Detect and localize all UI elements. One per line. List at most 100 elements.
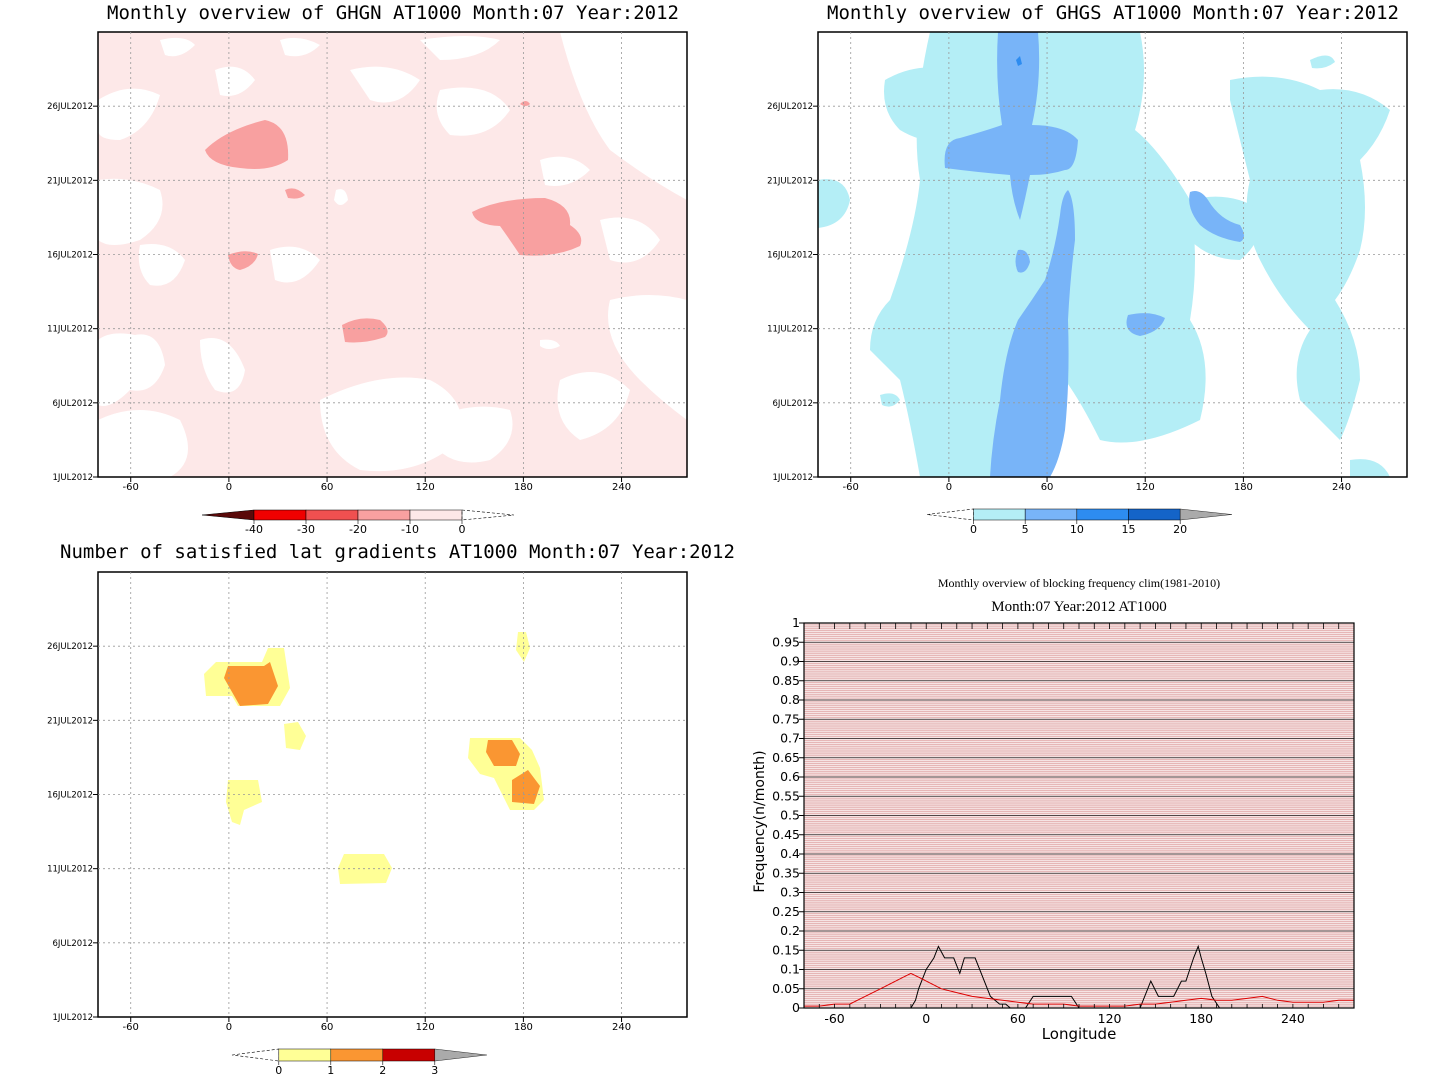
satisfied-title: Number of satisfied lat gradients AT1000… bbox=[60, 541, 735, 563]
ghgs-cb-box bbox=[1076, 508, 1129, 521]
ghgn-cb-label: -10 bbox=[401, 523, 419, 536]
blocking-ytick-label: 0.85 bbox=[772, 673, 800, 688]
ghgn-cb-label: -30 bbox=[297, 523, 315, 536]
blocking-ylabel: Frequency(n/month) bbox=[752, 750, 768, 892]
satisfied-cb-label: 0 bbox=[275, 1064, 282, 1077]
satisfied-axes: -60 0 60 120 180 240 1JUL2012 6JUL2012 11JUL2012… bbox=[47, 642, 631, 1033]
satisfied-cb-tri-high bbox=[434, 1048, 487, 1062]
ghgs-ten-to-fifteen-regions bbox=[1016, 56, 1022, 66]
ghgs-ytick-label: 6JUL2012 bbox=[772, 399, 813, 409]
satisfied-ytick-label: 26JUL2012 bbox=[47, 642, 93, 652]
blocking-ytick-label: 0.8 bbox=[780, 692, 800, 707]
blocking-ytick-label: 0.65 bbox=[772, 750, 800, 765]
satisfied-cb-box bbox=[382, 1048, 436, 1062]
blocking-xtick-label: 120 bbox=[1098, 1011, 1122, 1026]
satisfied-one-to-two-regions bbox=[224, 662, 540, 804]
ghgs-grid bbox=[818, 32, 1407, 477]
ghgs-cb-label: 15 bbox=[1122, 523, 1136, 536]
ghgn-cb-box bbox=[357, 509, 411, 521]
blocking-xtick-label: -60 bbox=[824, 1011, 844, 1026]
satisfied-ytick-label: 6JUL2012 bbox=[52, 939, 93, 949]
ghgn-cb-label: 0 bbox=[459, 523, 466, 536]
satisfied-cb-label: 2 bbox=[379, 1064, 386, 1077]
ghgs-ytick-label: 11JUL2012 bbox=[767, 325, 813, 335]
ghgn-cb-label: -20 bbox=[349, 523, 367, 536]
blocking-ytick-label: 0.5 bbox=[780, 808, 800, 823]
ghgs-colorbar: 0 5 10 15 20 bbox=[926, 508, 1232, 536]
blocking-xtick-label: 180 bbox=[1189, 1011, 1213, 1026]
ghgn-cb-tri-high bbox=[461, 509, 515, 521]
blocking-ytick-label: 1 bbox=[792, 615, 800, 630]
ghgs-cb-label: 10 bbox=[1070, 523, 1084, 536]
ghgn-ytick-label: 11JUL2012 bbox=[47, 325, 93, 335]
satisfied-ytick-label: 16JUL2012 bbox=[47, 791, 93, 801]
satisfied-xtick-label: 120 bbox=[416, 1022, 435, 1033]
ghgn-xtick-label: 120 bbox=[416, 482, 435, 493]
satisfied-xtick-label: 180 bbox=[514, 1022, 533, 1033]
ghgs-cb-label: 20 bbox=[1173, 523, 1187, 536]
ghgn-xtick-label: 60 bbox=[321, 482, 334, 493]
satisfied-ytick-label: 21JUL2012 bbox=[47, 716, 93, 726]
blocking-ytick-label: 0.1 bbox=[780, 962, 800, 977]
ghgn-ytick-label: 26JUL2012 bbox=[47, 102, 93, 112]
ghgs-axes: -60 0 60 120 180 240 1JUL2012 6JUL2012 11JUL2012… bbox=[767, 102, 1351, 493]
ghgn-negative-regions bbox=[205, 101, 582, 343]
blocking-ytick-label: 0.55 bbox=[772, 788, 800, 803]
blocking-axes: 0 0.05 0.1 0.15 0.2 0.25 0.3 0.35 0.4 0.45 0.5 0.55… bbox=[752, 615, 1355, 1043]
satisfied-cb-box bbox=[278, 1048, 332, 1062]
ghgs-xtick-label: 120 bbox=[1136, 482, 1155, 493]
blocking-subtitle: Month:07 Year:2012 AT1000 bbox=[991, 599, 1167, 615]
ghgn-cb-box bbox=[409, 509, 463, 521]
ghgs-ytick-label: 26JUL2012 bbox=[767, 102, 813, 112]
ghgs-five-to-ten-regions bbox=[944, 32, 1244, 477]
ghgs-cb-label: 0 bbox=[970, 523, 977, 536]
ghgs-xtick-label: 0 bbox=[946, 482, 952, 493]
ghgn-ytick-label: 1JUL2012 bbox=[52, 473, 93, 483]
satisfied-cb-box bbox=[330, 1048, 384, 1062]
ghgs-ytick-label: 16JUL2012 bbox=[767, 251, 813, 261]
ghgn-xtick-label: -60 bbox=[123, 482, 139, 493]
ghgn-xtick-label: 180 bbox=[514, 482, 533, 493]
ghgs-title: Monthly overview of GHGS AT1000 Month:07… bbox=[827, 2, 1399, 24]
blocking-ytick-label: 0.05 bbox=[772, 981, 800, 996]
blocking-ytick-label: 0 bbox=[792, 1000, 800, 1015]
ghgn-cb-box bbox=[253, 509, 307, 521]
ghgs-xtick-label: 180 bbox=[1234, 482, 1253, 493]
ghgn-xtick-label: 0 bbox=[226, 482, 232, 493]
ghgs-ytick-label: 21JUL2012 bbox=[767, 176, 813, 186]
ghgs-ytick-label: 1JUL2012 bbox=[772, 473, 813, 483]
satisfied-xtick-label: 240 bbox=[612, 1022, 631, 1033]
ghgn-ytick-label: 21JUL2012 bbox=[47, 176, 93, 186]
ghgs-cb-label: 5 bbox=[1022, 523, 1029, 536]
ghgn-ytick-label: 6JUL2012 bbox=[52, 399, 93, 409]
blocking-ytick-label: 0.4 bbox=[780, 846, 800, 861]
satisfied-map: -60 0 60 120 180 2401JUL20126JUL201211JUL2012… bbox=[47, 571, 688, 1077]
satisfied-cb-label: 3 bbox=[431, 1064, 438, 1077]
satisfied-cb-label: 1 bbox=[327, 1064, 334, 1077]
ghgn-axes: -60 0 60 120 180 240 1JUL2012 6JUL2012 11JUL2012… bbox=[47, 102, 631, 493]
ghgs-cb-box bbox=[973, 508, 1026, 521]
ghgn-cb-box bbox=[305, 509, 359, 521]
satisfied-cb-tri-low bbox=[231, 1048, 280, 1062]
blocking-ytick-label: 0.35 bbox=[772, 865, 800, 880]
ghgs-cb-box bbox=[1024, 508, 1078, 521]
blocking-ytick-label: 0.7 bbox=[780, 731, 800, 746]
blocking-ytick-label: 0.15 bbox=[772, 942, 800, 957]
blocking-ytick-label: 0.6 bbox=[780, 769, 800, 784]
ghgn-map: -60 0 60 120 180 240 1JUL2012 6JUL2012 11JUL2012… bbox=[47, 31, 688, 536]
ghgs-cb-tri-high bbox=[1179, 508, 1232, 521]
satisfied-xtick-label: -60 bbox=[123, 1022, 139, 1033]
blocking-ytick-label: 0.95 bbox=[772, 634, 800, 649]
ghgn-white-regions bbox=[98, 32, 687, 477]
ghgn-cb-label: -40 bbox=[245, 523, 263, 536]
satisfied-ytick-label: 1JUL2012 bbox=[52, 1013, 93, 1023]
ghgs-xtick-label: -60 bbox=[843, 482, 859, 493]
blocking-ytick-label: 0.3 bbox=[780, 885, 800, 900]
ghgs-xtick-label: 60 bbox=[1041, 482, 1054, 493]
ghgn-ytick-label: 16JUL2012 bbox=[47, 251, 93, 261]
blocking-ytick-label: 0.9 bbox=[780, 654, 800, 669]
blocking-ytick-label: 0.2 bbox=[780, 923, 800, 938]
blocking-chart: 0 0.05 0.1 0.15 0.2 0.25 0.3 0.35 0.4 0.45 0.5 0.55… bbox=[752, 615, 1355, 1043]
ghgs-cb-box bbox=[1128, 508, 1181, 521]
blocking-series-line-0 bbox=[804, 944, 1354, 1009]
